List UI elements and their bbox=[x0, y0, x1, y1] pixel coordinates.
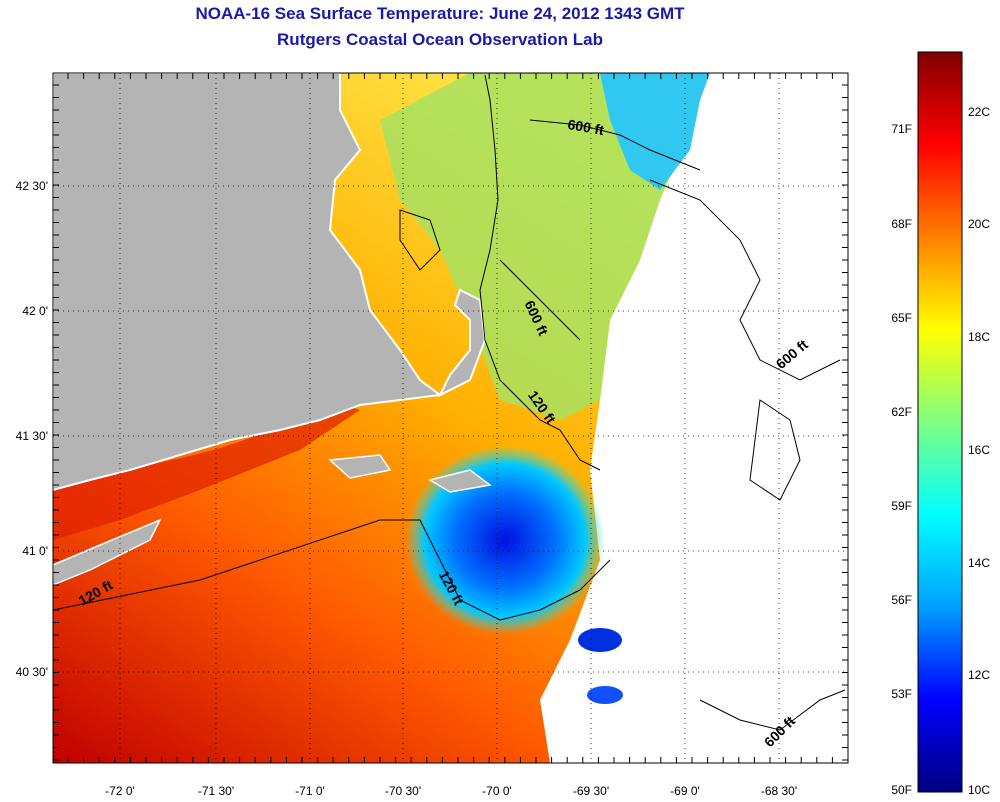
colorbar-f-label: 59F bbox=[891, 499, 912, 513]
latitude-tick-label: 41 0' bbox=[22, 544, 48, 558]
map-frame bbox=[52, 72, 849, 764]
colorbar bbox=[917, 51, 963, 793]
longitude-tick-label: -70 30' bbox=[385, 784, 421, 798]
depth-contours bbox=[53, 74, 846, 731]
latitude-tick-label: 42 30' bbox=[16, 179, 48, 193]
longitude-tick-label: -69 0' bbox=[670, 784, 700, 798]
colorbar-f-label: 62F bbox=[891, 405, 912, 419]
contour-600ft-north bbox=[529, 119, 701, 171]
longitude-tick-label: -69 30' bbox=[573, 784, 609, 798]
contour-600ft-mid bbox=[499, 259, 581, 341]
map-subtitle: Rutgers Coastal Ocean Observation Lab bbox=[277, 30, 603, 49]
colorbar-f-label: 50F bbox=[891, 783, 912, 797]
contour-120ft-inner bbox=[479, 74, 601, 471]
colorbar-c-label: 14C bbox=[968, 556, 990, 570]
longitude-tick-label: -71 0' bbox=[295, 784, 325, 798]
colorbar-f-label: 56F bbox=[891, 593, 912, 607]
mid-water bbox=[380, 73, 700, 420]
cold-eddy bbox=[405, 445, 605, 635]
longitude-tick-label: -72 0' bbox=[105, 784, 135, 798]
colorbar-f-label: 53F bbox=[891, 687, 912, 701]
land-long-island bbox=[53, 518, 162, 586]
colorbar-c-label: 20C bbox=[968, 217, 990, 231]
cold-patch-1 bbox=[578, 628, 622, 652]
colorbar-c-label: 16C bbox=[968, 443, 990, 457]
contour-120ft-south bbox=[53, 519, 611, 621]
colorbar-celsius-labels: 22C 20C 18C 16C 14C 12C 10C bbox=[968, 105, 990, 797]
cool-water-north bbox=[600, 73, 710, 190]
colorbar-f-label: 68F bbox=[891, 217, 912, 231]
longitude-tick-label: -70 0' bbox=[482, 784, 512, 798]
land-nantucket bbox=[428, 469, 492, 493]
axis-minor-ticks bbox=[53, 73, 848, 763]
map-title: NOAA-16 Sea Surface Temperature: June 24… bbox=[195, 4, 685, 23]
colorbar-f-label: 71F bbox=[891, 122, 912, 136]
contour-ledge bbox=[749, 399, 801, 501]
latitude-tick-label: 40 30' bbox=[16, 665, 48, 679]
colorbar-fahrenheit-labels: 71F 68F 65F 62F 59F 56F 53F 50F bbox=[891, 122, 912, 797]
land-marthas-vineyard bbox=[328, 454, 392, 479]
graticule bbox=[53, 73, 848, 763]
latitude-tick-label: 42 0' bbox=[22, 304, 48, 318]
latitude-tick-label: 41 30' bbox=[16, 429, 48, 443]
longitude-axis: -72 0' -71 30' -71 0' -70 30' -70 0' -69 30' -… bbox=[105, 784, 797, 798]
contour-600ft-east bbox=[649, 179, 841, 381]
land-cape-cod bbox=[437, 288, 487, 398]
contour-basin-1 bbox=[399, 209, 441, 271]
latitude-axis: 42 30' 42 0' 41 30' 41 0' 40 30' bbox=[16, 179, 48, 679]
colorbar-c-label: 12C bbox=[968, 668, 990, 682]
colorbar-c-label: 18C bbox=[968, 330, 990, 344]
colorbar-c-label: 10C bbox=[968, 783, 990, 797]
longitude-tick-label: -71 30' bbox=[198, 784, 234, 798]
contour-600ft-south bbox=[699, 689, 846, 731]
hot-nearshore bbox=[53, 400, 360, 540]
colorbar-c-label: 22C bbox=[968, 105, 990, 119]
colorbar-f-label: 65F bbox=[891, 311, 912, 325]
cold-patch-2 bbox=[587, 686, 623, 704]
contour-label: 600 ft bbox=[566, 116, 605, 138]
longitude-tick-label: -68 30' bbox=[761, 784, 797, 798]
